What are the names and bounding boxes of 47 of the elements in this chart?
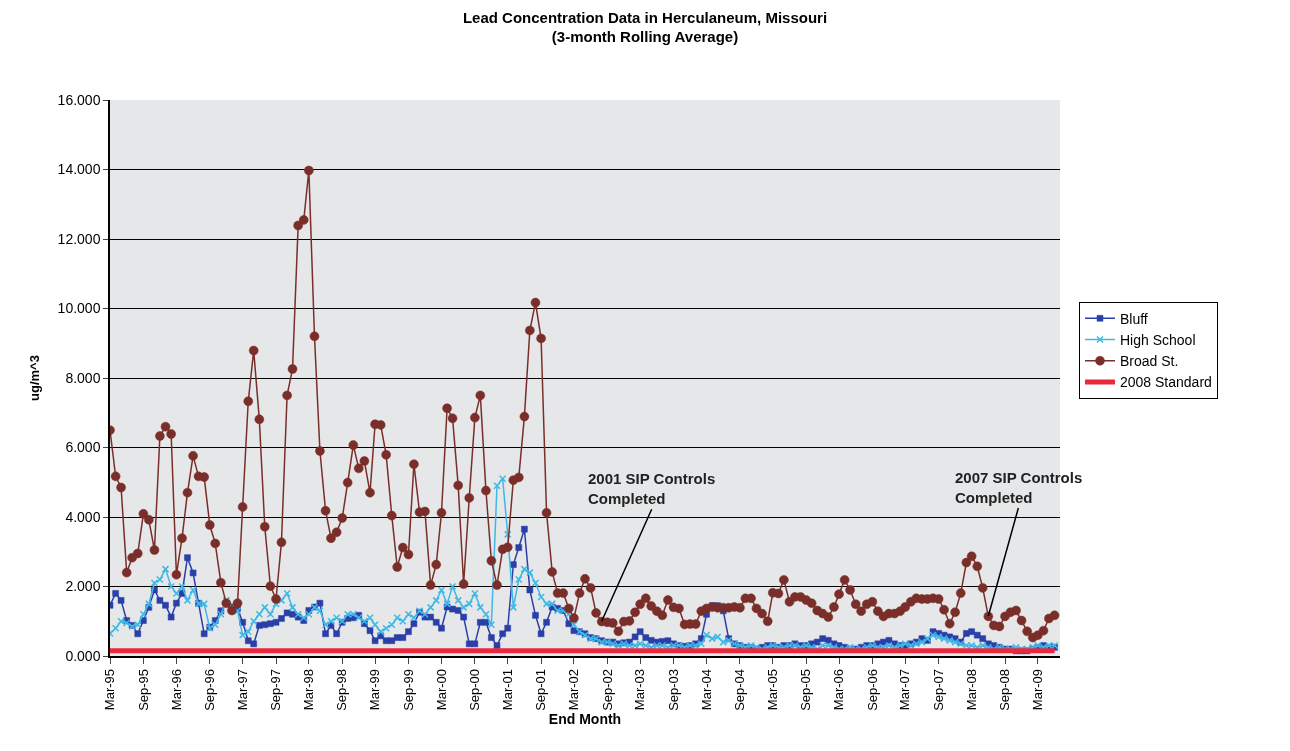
x-tick-label: Mar-95 [102, 668, 118, 711]
x-tick-label: Sep-96 [202, 668, 218, 711]
x-tick-label: Mar-07 [897, 668, 913, 711]
x-tick-label: Sep-95 [135, 668, 151, 711]
x-tick-label: Sep-05 [798, 668, 814, 711]
x-tick-label: Sep-06 [864, 668, 880, 711]
legend-label: 2008 Standard [1120, 374, 1212, 391]
x-axis-title: End Month [548, 710, 622, 727]
x-tick-label: Mar-04 [698, 668, 714, 711]
x-tick-label: Mar-96 [168, 668, 184, 711]
y-tick-label: 14.000 [57, 161, 101, 178]
chart-title: Lead Concentration Data in Herculaneum, Missouri (3-month Rolling Average) [462, 8, 828, 46]
x-tick-label: Sep-99 [400, 668, 416, 711]
x-tick-label: Sep-04 [732, 668, 748, 711]
y-tick-label: 0.000 [65, 647, 101, 664]
legend-label: Broad St. [1120, 353, 1179, 370]
x-tick-label: Sep-97 [268, 668, 284, 711]
x-tick-label: Mar-08 [963, 668, 979, 711]
y-axis-title: ug/m^3 [27, 355, 43, 401]
x-tick-label: Sep-01 [533, 668, 549, 711]
x-tick-label: Sep-08 [997, 668, 1013, 711]
legend-label: High School [1120, 331, 1196, 348]
x-tick-label: Sep-98 [334, 668, 350, 711]
x-tick-label: Mar-06 [831, 668, 847, 711]
y-tick-label: 4.000 [65, 508, 101, 525]
x-tick-label: Sep-03 [665, 668, 681, 711]
x-tick-label: Mar-05 [765, 668, 781, 711]
x-tick-label: Mar-01 [499, 668, 515, 711]
annotation: 2007 SIP Controls Completed [955, 469, 1083, 506]
x-tick-label: Mar-99 [367, 668, 383, 711]
x-tick-label: Mar-09 [1030, 668, 1046, 711]
y-tick-label: 8.000 [65, 369, 101, 386]
y-tick-label: 16.000 [57, 91, 101, 108]
x-tick-label: Mar-00 [433, 668, 449, 711]
x-tick-label: Mar-97 [234, 668, 250, 711]
y-tick-label: 10.000 [57, 300, 101, 317]
x-tick-label: Sep-07 [930, 668, 946, 711]
y-tick-label: 6.000 [65, 439, 101, 456]
x-tick-label: Mar-02 [566, 668, 582, 711]
annotation: 2001 SIP Controls Completed [588, 470, 716, 507]
x-tick-label: Sep-02 [599, 668, 615, 711]
y-tick-label: 2.000 [65, 578, 101, 595]
x-tick-label: Mar-98 [301, 668, 317, 711]
x-tick-label: Mar-03 [632, 668, 648, 711]
x-tick-label: Sep-00 [467, 668, 483, 711]
y-tick-label: 12.000 [57, 230, 101, 247]
legend-label: Bluff [1120, 310, 1148, 327]
